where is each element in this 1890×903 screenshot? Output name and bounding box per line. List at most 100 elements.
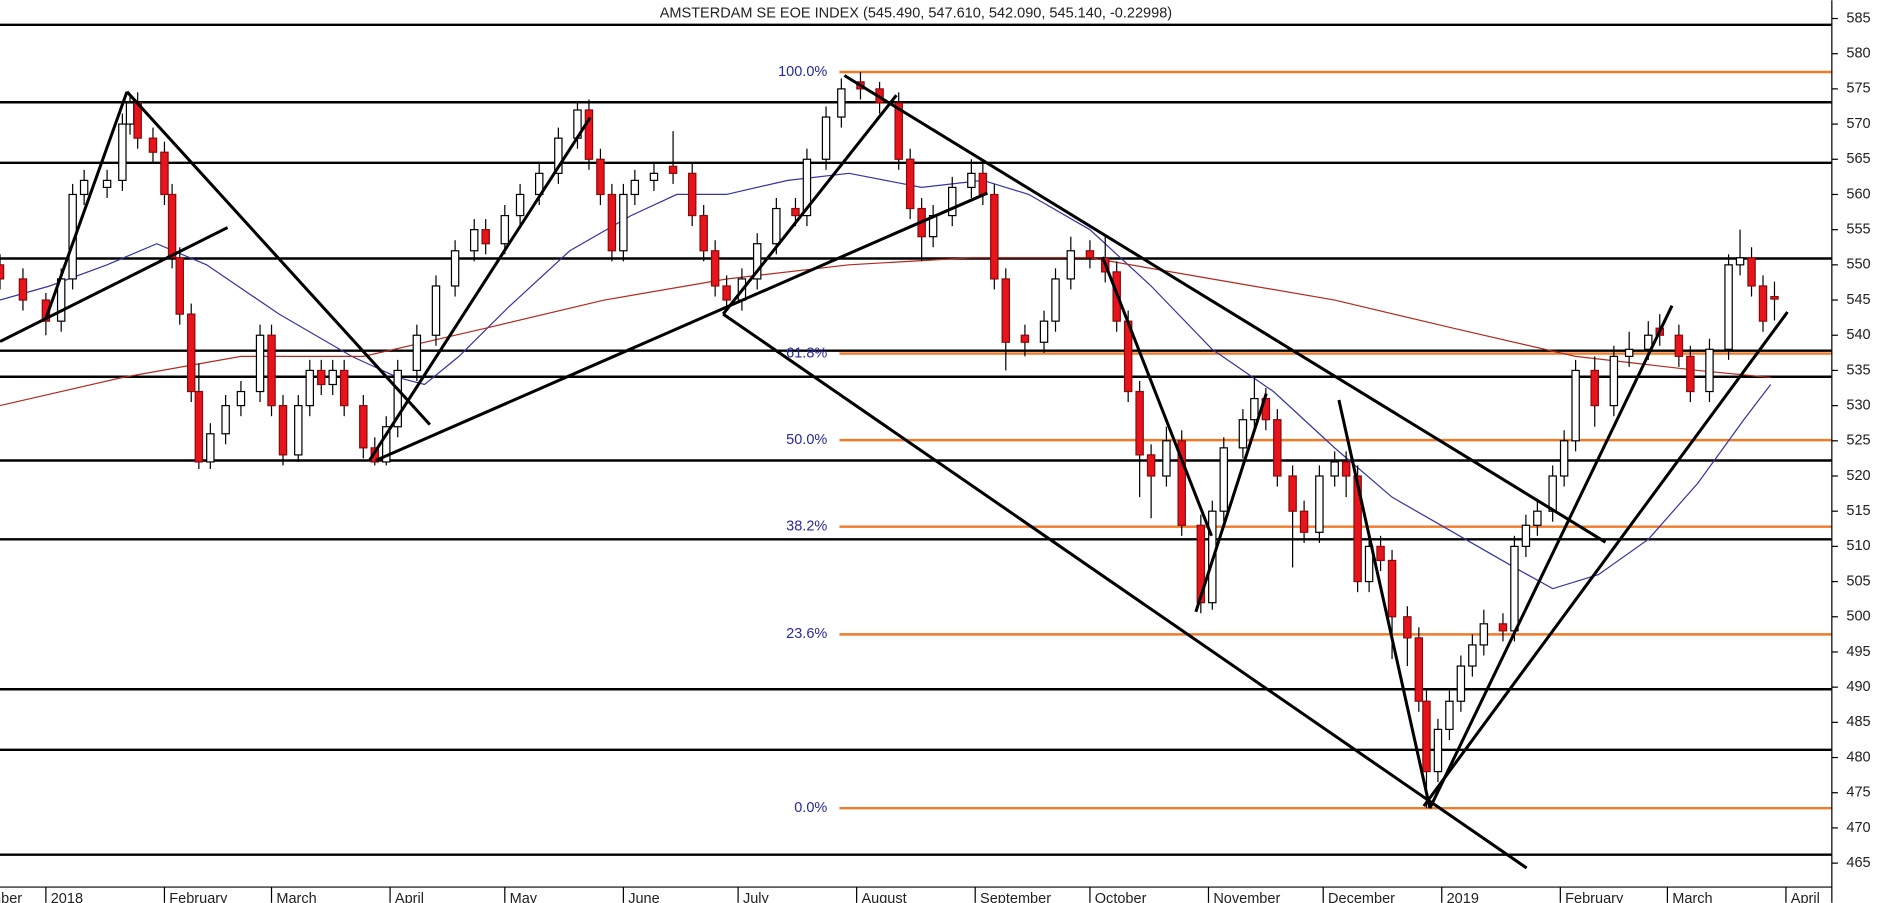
candle-body — [619, 193, 628, 252]
candle-body — [186, 313, 196, 393]
candle-body — [630, 179, 640, 196]
y-tick-label: 485 — [1846, 714, 1870, 730]
x-tick-label: February — [169, 891, 228, 903]
y-tick-label: 505 — [1846, 573, 1870, 589]
moving-average — [0, 257, 1771, 407]
candle-body — [1177, 440, 1186, 526]
candle-body — [102, 179, 112, 189]
fib-label: 61.8% — [786, 345, 827, 361]
candle-body — [1456, 665, 1466, 702]
candle-body — [1414, 637, 1424, 702]
fib-label: 100.0% — [778, 64, 827, 80]
y-tick-label: 580 — [1846, 46, 1870, 62]
y-tick-label: 500 — [1846, 609, 1870, 625]
candle-body — [1273, 419, 1282, 477]
trend-line — [44, 91, 129, 319]
x-tick-label: December — [1328, 891, 1395, 903]
y-tick-label: 575 — [1846, 81, 1870, 97]
candle-body — [167, 193, 177, 259]
candle-body — [339, 369, 349, 407]
y-tick-label: 560 — [1846, 186, 1870, 202]
candle-body — [1299, 510, 1309, 533]
candle-body — [1747, 257, 1756, 287]
candle-body — [1135, 390, 1144, 456]
fib-label: 38.2% — [786, 519, 827, 535]
y-tick-label: 555 — [1846, 221, 1870, 237]
candle-body — [687, 172, 697, 217]
x-tick-label: May — [510, 891, 538, 903]
candle-body — [1609, 355, 1619, 407]
candle-body — [802, 158, 812, 217]
candle-body — [1686, 355, 1695, 393]
y-tick-label: 490 — [1846, 679, 1870, 695]
candle-body — [607, 193, 617, 252]
y-tick-label: 535 — [1846, 362, 1870, 378]
candle-body — [1364, 545, 1374, 583]
candle-body — [0, 264, 5, 280]
candle-body — [1039, 320, 1049, 343]
x-tick-label: 2019 — [1447, 891, 1479, 903]
candle-body — [194, 390, 204, 463]
candle-body — [1445, 700, 1454, 730]
candle-body — [1001, 278, 1011, 343]
chart-title: AMSTERDAM SE EOE INDEX (545.490, 547.610… — [660, 5, 1172, 21]
x-tick-label: December — [0, 891, 22, 903]
fib-label: 50.0% — [786, 432, 827, 448]
y-tick-label: 565 — [1846, 151, 1870, 167]
x-tick-label: August — [861, 891, 906, 903]
candle-body — [450, 250, 460, 287]
candle-body — [1353, 475, 1362, 583]
y-tick-label: 480 — [1846, 749, 1870, 765]
candle-body — [148, 137, 158, 153]
candle-body — [206, 433, 215, 463]
candle-body — [905, 158, 915, 210]
y-tick-label: 470 — [1846, 820, 1870, 836]
candle-body — [1705, 348, 1714, 393]
candle-body — [1085, 250, 1095, 259]
candle-body — [160, 151, 169, 196]
trend-line — [125, 90, 431, 426]
x-tick-label: March — [276, 891, 316, 903]
candle-body — [294, 405, 303, 456]
candle-body — [1387, 559, 1397, 618]
trend-line — [1337, 399, 1432, 809]
candle-body — [1758, 285, 1768, 322]
candle-body — [18, 278, 28, 301]
trend-line — [374, 191, 989, 462]
candle-body — [1468, 644, 1477, 667]
candle-body — [948, 186, 957, 217]
candle-body — [412, 334, 422, 372]
candle-body — [175, 257, 184, 315]
candle-body — [1510, 545, 1519, 632]
candle-body — [1559, 440, 1569, 477]
y-tick-label: 525 — [1846, 433, 1870, 449]
candle-body — [1051, 278, 1060, 322]
candle-body — [1674, 334, 1684, 357]
fib-label: 0.0% — [794, 800, 827, 816]
candle-body — [1724, 264, 1733, 350]
candle-body — [317, 369, 326, 386]
candle-body — [1341, 461, 1351, 477]
y-tick-label: 550 — [1846, 257, 1870, 273]
candle-body — [1548, 475, 1557, 512]
x-tick-label: March — [1672, 891, 1712, 903]
moving-average — [0, 172, 1772, 590]
candle-body — [649, 172, 659, 181]
x-tick-label: April — [1791, 891, 1820, 903]
candle-body — [393, 369, 402, 428]
candle-body — [1590, 369, 1599, 407]
y-tick-label: 465 — [1846, 855, 1870, 871]
candle-body — [1066, 250, 1076, 280]
y-tick-label: 585 — [1846, 10, 1870, 26]
candle-body — [821, 116, 831, 160]
candle-body — [967, 172, 976, 189]
candle-body — [1162, 440, 1171, 477]
candle-body — [791, 207, 800, 217]
x-tick-label: July — [743, 891, 770, 903]
trend-line — [722, 312, 1528, 870]
candle-body — [267, 334, 276, 407]
x-tick-label: April — [395, 891, 424, 903]
candle-body — [1196, 524, 1206, 604]
candle-body — [431, 285, 441, 336]
